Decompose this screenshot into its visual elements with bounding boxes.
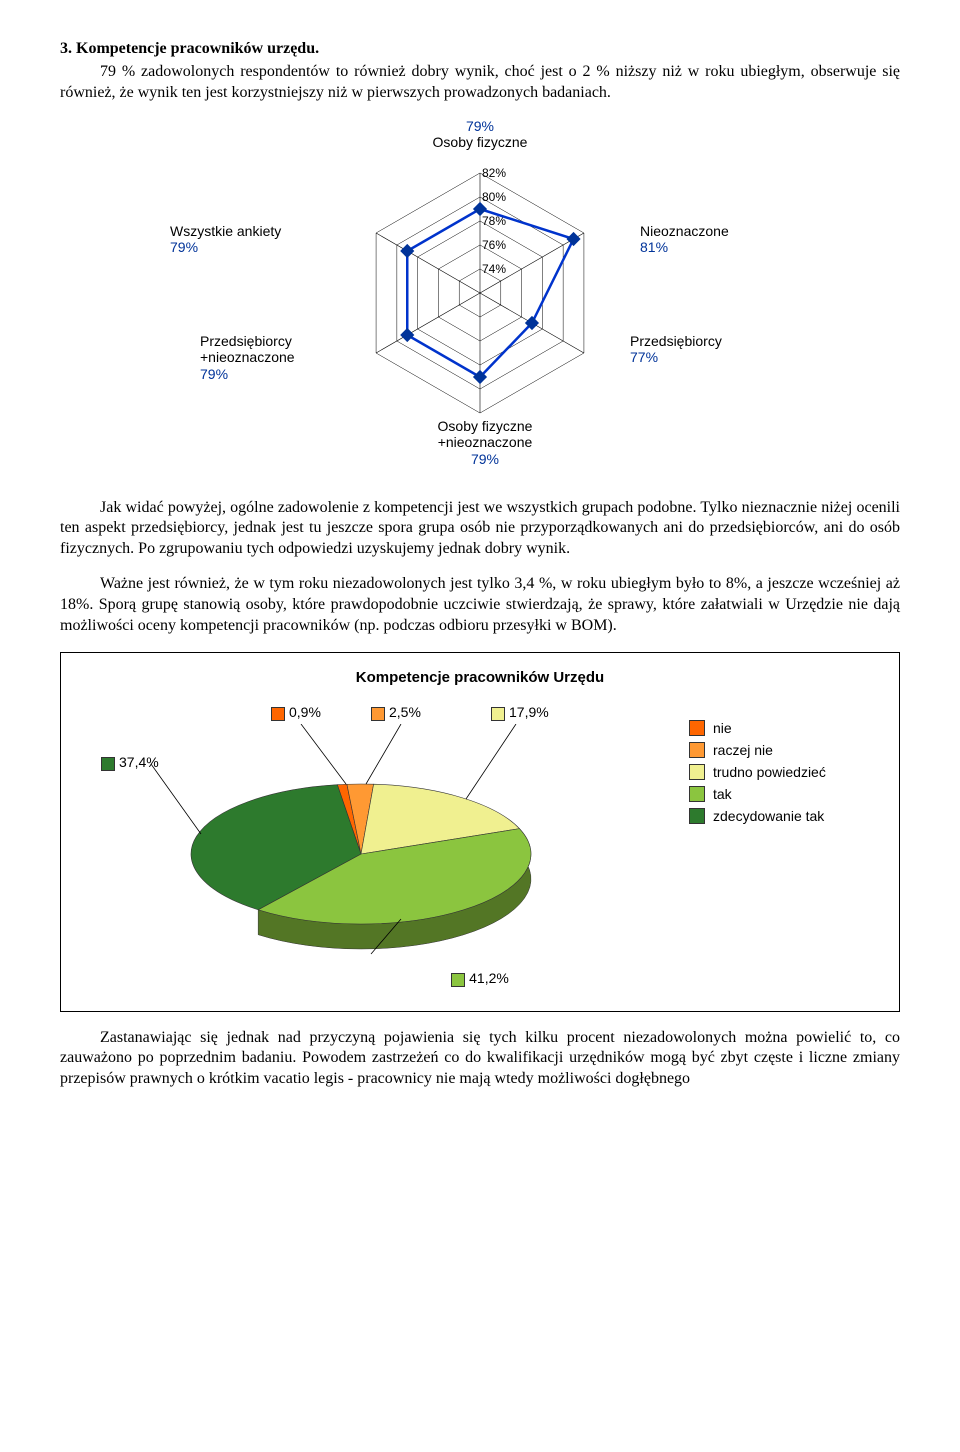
radar-axis-right-val: 81% — [640, 239, 770, 256]
svg-text:80%: 80% — [482, 190, 506, 204]
callout-tak-swatch — [451, 973, 465, 987]
legend-swatch — [689, 786, 705, 802]
radar-axis-br-val: 77% — [630, 349, 770, 366]
pie-area: 0,9% 2,5% 17,9% 37,4% — [71, 704, 689, 964]
callout-trudno: 17,9% — [491, 704, 549, 720]
radar-axis-top-val: 79% — [420, 118, 540, 135]
paragraph-1: 79 % zadowolonych respondentów to równie… — [60, 62, 900, 104]
radar-axis-br-name: Przedsiębiorcy — [630, 333, 770, 350]
svg-text:82%: 82% — [482, 166, 506, 180]
legend-swatch — [689, 742, 705, 758]
legend-item: tak — [689, 786, 889, 802]
radar-axis-br: Przedsiębiorcy 77% — [630, 333, 770, 367]
radar-axis-left: Wszystkie ankiety 79% — [170, 223, 320, 257]
legend-label: nie — [713, 720, 732, 736]
callout-raczej: 2,5% — [371, 704, 421, 720]
callout-tak: 41,2% — [71, 970, 889, 986]
radar-axis-top: 79% Osoby fizyczne — [420, 118, 540, 152]
radar-axis-bottom-name: Osoby fizyczne+nieoznaczone — [410, 418, 560, 452]
callout-nie: 0,9% — [271, 704, 321, 720]
section-heading: 3. Kompetencje pracowników urzędu. — [60, 40, 900, 58]
pie-chart-frame: Kompetencje pracowników Urzędu 0,9% 2,5%… — [60, 652, 900, 1011]
radar-axis-left-name: Wszystkie ankiety — [170, 223, 320, 240]
legend-swatch — [689, 720, 705, 736]
radar-axis-bottom: Osoby fizyczne+nieoznaczone 79% — [410, 418, 560, 468]
paragraph-2: Jak widać powyżej, ogólne zadowolenie z … — [60, 498, 900, 560]
paragraph-4: Zastanawiając się jednak nad przyczyną p… — [60, 1028, 900, 1090]
radar-chart: 82%80%78%76%74% 79% Osoby fizyczne Nieoz… — [160, 118, 800, 478]
radar-axis-bl-name: Przedsiębiorcy+nieoznaczone — [200, 333, 340, 367]
radar-axis-bottom-val: 79% — [410, 451, 560, 468]
legend-swatch — [689, 764, 705, 780]
paragraph-3: Ważne jest również, że w tym roku niezad… — [60, 574, 900, 636]
callout-raczej-swatch — [371, 707, 385, 721]
legend-item: zdecydowanie tak — [689, 808, 889, 824]
radar-axis-right-name: Nieoznaczone — [640, 223, 770, 240]
callout-tak-text: 41,2% — [469, 970, 509, 986]
callout-trudno-text: 17,9% — [509, 704, 549, 720]
callout-nie-text: 0,9% — [289, 704, 321, 720]
legend-label: tak — [713, 786, 732, 802]
svg-text:74%: 74% — [482, 262, 506, 276]
legend-label: trudno powiedzieć — [713, 764, 826, 780]
pie-svg — [71, 724, 631, 964]
callout-raczej-text: 2,5% — [389, 704, 421, 720]
pie-legend: nie raczej nie trudno powiedzieć tak zdecydo… — [689, 704, 889, 830]
callout-nie-swatch — [271, 707, 285, 721]
legend-item: raczej nie — [689, 742, 889, 758]
radar-axis-left-val: 79% — [170, 239, 320, 256]
legend-item: trudno powiedzieć — [689, 764, 889, 780]
callout-trudno-swatch — [491, 707, 505, 721]
radar-axis-top-name: Osoby fizyczne — [420, 134, 540, 151]
legend-swatch — [689, 808, 705, 824]
legend-item: nie — [689, 720, 889, 736]
radar-axis-bl: Przedsiębiorcy+nieoznaczone 79% — [200, 333, 340, 383]
radar-axis-right: Nieoznaczone 81% — [640, 223, 770, 257]
svg-text:76%: 76% — [482, 238, 506, 252]
pie-title: Kompetencje pracowników Urzędu — [71, 669, 889, 686]
radar-axis-bl-val: 79% — [200, 366, 340, 383]
legend-label: raczej nie — [713, 742, 773, 758]
legend-label: zdecydowanie tak — [713, 808, 824, 824]
